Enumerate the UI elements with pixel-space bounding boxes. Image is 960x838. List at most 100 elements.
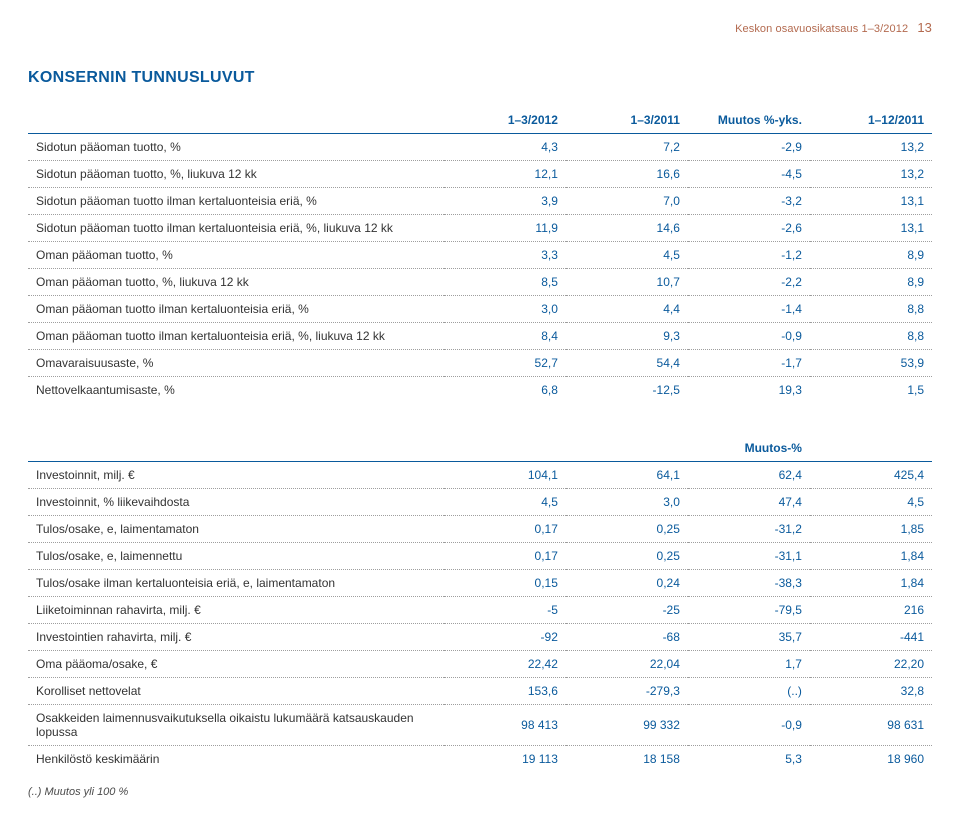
table-row: Investoinnit, milj. €104,164,162,4425,4 <box>28 462 932 489</box>
row-label: Henkilöstö keskimäärin <box>28 746 444 773</box>
table-row: Oman pääoman tuotto ilman kertaluonteisi… <box>28 296 932 323</box>
cell-value: 7,2 <box>566 134 688 161</box>
row-label: Investoinnit, % liikevaihdosta <box>28 489 444 516</box>
cell-value: 6,8 <box>444 377 566 404</box>
table-row: Tulos/osake, e, laimentamaton0,170,25-31… <box>28 516 932 543</box>
table-row: Tulos/osake ilman kertaluonteisia eriä, … <box>28 570 932 597</box>
col-header <box>28 433 444 462</box>
cell-value: 8,5 <box>444 269 566 296</box>
cell-value: -3,2 <box>688 188 810 215</box>
cell-value: 13,2 <box>810 134 932 161</box>
cell-value: 19 113 <box>444 746 566 773</box>
col-header: 1–3/2012 <box>444 105 566 134</box>
table-row: Korolliset nettovelat153,6-279,3(..)32,8 <box>28 678 932 705</box>
cell-value: 216 <box>810 597 932 624</box>
cell-value: 104,1 <box>444 462 566 489</box>
cell-value: -1,7 <box>688 350 810 377</box>
row-label: Sidotun pääoman tuotto, %, liukuva 12 kk <box>28 161 444 188</box>
cell-value: 3,0 <box>566 489 688 516</box>
cell-value: -2,9 <box>688 134 810 161</box>
cell-value: 35,7 <box>688 624 810 651</box>
table-row: Omavaraisuusaste, %52,754,4-1,753,9 <box>28 350 932 377</box>
row-label: Oman pääoman tuotto, % <box>28 242 444 269</box>
row-label: Tulos/osake ilman kertaluonteisia eriä, … <box>28 570 444 597</box>
col-header <box>444 433 566 462</box>
cell-value: -68 <box>566 624 688 651</box>
cell-value: 22,42 <box>444 651 566 678</box>
cell-value: 13,2 <box>810 161 932 188</box>
table-row: Tulos/osake, e, laimennettu0,170,25-31,1… <box>28 543 932 570</box>
row-label: Sidotun pääoman tuotto ilman kertaluonte… <box>28 188 444 215</box>
col-header: Muutos %-yks. <box>688 105 810 134</box>
cell-value: 4,3 <box>444 134 566 161</box>
section-title: KONSERNIN TUNNUSLUVUT <box>28 69 932 87</box>
row-label: Oman pääoman tuotto ilman kertaluonteisi… <box>28 296 444 323</box>
row-label: Korolliset nettovelat <box>28 678 444 705</box>
cell-value: 62,4 <box>688 462 810 489</box>
cell-value: 1,85 <box>810 516 932 543</box>
cell-value: 3,9 <box>444 188 566 215</box>
table-row: Oman pääoman tuotto, %3,34,5-1,28,9 <box>28 242 932 269</box>
cell-value: 1,7 <box>688 651 810 678</box>
cell-value: -2,2 <box>688 269 810 296</box>
row-label: Investointien rahavirta, milj. € <box>28 624 444 651</box>
cell-value: 12,1 <box>444 161 566 188</box>
cell-value: 425,4 <box>810 462 932 489</box>
row-label: Tulos/osake, e, laimentamaton <box>28 516 444 543</box>
cell-value: 13,1 <box>810 188 932 215</box>
cell-value: 5,3 <box>688 746 810 773</box>
cell-value: 0,17 <box>444 516 566 543</box>
cell-value: 11,9 <box>444 215 566 242</box>
cell-value: 22,04 <box>566 651 688 678</box>
cell-value: 13,1 <box>810 215 932 242</box>
table-row: Sidotun pääoman tuotto, %, liukuva 12 kk… <box>28 161 932 188</box>
cell-value: 3,3 <box>444 242 566 269</box>
cell-value: 99 332 <box>566 705 688 746</box>
cell-value: -79,5 <box>688 597 810 624</box>
key-indicators-table-2: Muutos-% Investoinnit, milj. €104,164,16… <box>28 433 932 772</box>
page-header: Keskon osavuosikatsaus 1–3/2012 13 <box>28 20 932 35</box>
row-label: Liiketoiminnan rahavirta, milj. € <box>28 597 444 624</box>
cell-value: -92 <box>444 624 566 651</box>
col-header: Muutos-% <box>688 433 810 462</box>
cell-value: 64,1 <box>566 462 688 489</box>
cell-value: 98 631 <box>810 705 932 746</box>
cell-value: 1,5 <box>810 377 932 404</box>
cell-value: 8,9 <box>810 269 932 296</box>
table-row: Osakkeiden laimennusvaikutuksella oikais… <box>28 705 932 746</box>
cell-value: 22,20 <box>810 651 932 678</box>
table-row: Oman pääoman tuotto, %, liukuva 12 kk8,5… <box>28 269 932 296</box>
row-label: Sidotun pääoman tuotto, % <box>28 134 444 161</box>
key-indicators-table-1: 1–3/2012 1–3/2011 Muutos %-yks. 1–12/201… <box>28 105 932 403</box>
cell-value: -4,5 <box>688 161 810 188</box>
cell-value: -5 <box>444 597 566 624</box>
cell-value: 16,6 <box>566 161 688 188</box>
cell-value: 3,0 <box>444 296 566 323</box>
col-header <box>28 105 444 134</box>
cell-value: 14,6 <box>566 215 688 242</box>
row-label: Investoinnit, milj. € <box>28 462 444 489</box>
table-header-row: Muutos-% <box>28 433 932 462</box>
cell-value: 8,9 <box>810 242 932 269</box>
row-label: Oman pääoman tuotto, %, liukuva 12 kk <box>28 269 444 296</box>
row-label: Tulos/osake, e, laimennettu <box>28 543 444 570</box>
cell-value: 8,8 <box>810 296 932 323</box>
col-header <box>810 433 932 462</box>
row-label: Osakkeiden laimennusvaikutuksella oikais… <box>28 705 444 746</box>
cell-value: -12,5 <box>566 377 688 404</box>
footnote: (..) Muutos yli 100 % <box>28 786 932 798</box>
cell-value: 0,17 <box>444 543 566 570</box>
cell-value: -0,9 <box>688 705 810 746</box>
cell-value: 0,15 <box>444 570 566 597</box>
row-label: Nettovelkaantumisaste, % <box>28 377 444 404</box>
cell-value: 0,25 <box>566 516 688 543</box>
col-header: 1–12/2011 <box>810 105 932 134</box>
row-label: Oma pääoma/osake, € <box>28 651 444 678</box>
cell-value: -38,3 <box>688 570 810 597</box>
cell-value: 0,25 <box>566 543 688 570</box>
cell-value: 98 413 <box>444 705 566 746</box>
cell-value: 47,4 <box>688 489 810 516</box>
col-header <box>566 433 688 462</box>
cell-value: -31,2 <box>688 516 810 543</box>
cell-value: 8,4 <box>444 323 566 350</box>
